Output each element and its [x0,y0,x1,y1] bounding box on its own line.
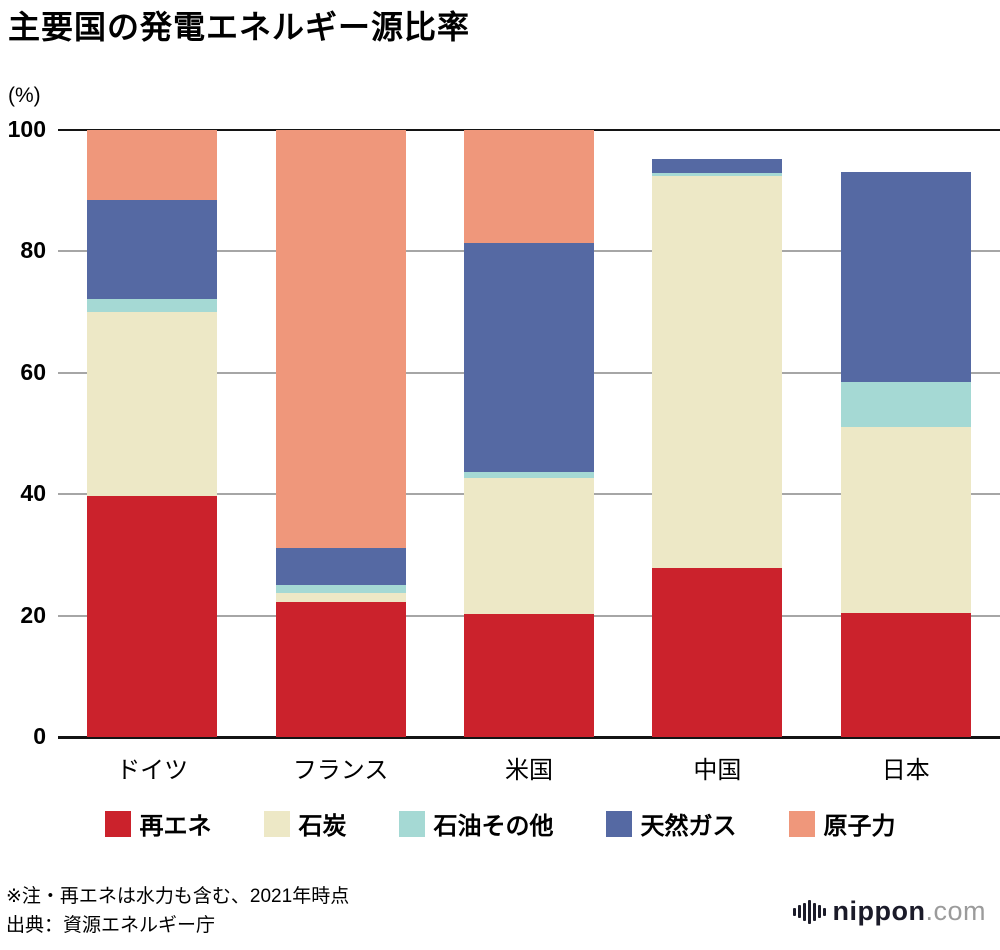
x-tick-label-米国: 米国 [504,757,553,784]
y-tick-label-100: 100 [7,116,46,142]
note-line-2: 出典：資源エネルギー庁 [6,915,216,936]
y-tick-label-40: 40 [20,480,46,507]
legend-item-再エネ: 再エネ [104,806,212,841]
segment-ドイツ-石炭 [87,311,218,497]
segment-ドイツ-原子力 [87,130,218,200]
segment-フランス-再エネ [275,602,406,737]
bar-日本 [840,171,971,737]
segment-日本-再エネ [840,613,971,737]
legend-swatch-icon [788,810,815,837]
segment-米国-天然ガス [464,242,594,472]
legend-swatch-icon [263,810,290,837]
y-tick-label-20: 20 [20,601,46,628]
bar-中国 [652,158,783,737]
x-tick-label-ドイツ: ドイツ [116,757,189,784]
segment-中国-天然ガス [652,158,783,174]
bar-ドイツ [87,130,218,737]
chart-title: 主要国の発電エネルギー源比率 [8,9,471,45]
segment-フランス-天然ガス [275,548,406,586]
y-tick-label-60: 60 [20,358,46,385]
logo-text: nippon.com [833,896,986,927]
segment-米国-石炭 [464,477,594,614]
segment-フランス-原子力 [275,130,406,549]
segment-日本-石油その他 [840,381,971,427]
chart-legend: 再エネ 石炭 石油その他 天然ガス 原子力 [0,806,1000,841]
gridline-100 [58,129,1000,131]
legend-label: 天然ガス [640,813,737,840]
segment-中国-石油その他 [652,173,783,177]
legend-label: 再エネ [139,813,212,840]
legend-label: 石油その他 [433,813,554,840]
segment-ドイツ-石油その他 [87,299,218,312]
legend-swatch-icon [398,810,425,837]
logo-tld: .com [925,896,986,926]
logo-bars-icon [792,897,826,927]
logo-name: nippon [832,896,926,926]
segment-日本-天然ガス [840,171,971,382]
legend-swatch-icon [104,810,131,837]
chart-notes: ※注・再エネは水力も含む、2021年時点 出典：資源エネルギー庁 [6,882,349,940]
x-tick-label-中国: 中国 [693,757,742,784]
nippon-logo: nippon.com [792,896,986,927]
segment-フランス-石油その他 [275,585,406,594]
legend-item-原子力: 原子力 [788,806,896,841]
segment-中国-石炭 [652,176,783,569]
gridline-0 [58,735,1000,739]
segment-米国-石油その他 [464,471,594,478]
x-tick-label-日本: 日本 [881,757,930,784]
segment-中国-再エネ [652,568,783,737]
segment-ドイツ-再エネ [87,496,218,737]
bar-フランス [275,130,406,737]
legend-item-石炭: 石炭 [263,806,347,841]
legend-item-天然ガス: 天然ガス [605,806,737,841]
segment-フランス-石炭 [275,593,406,603]
segment-米国-再エネ [464,613,594,737]
legend-swatch-icon [605,810,632,837]
legend-label: 石炭 [298,813,347,840]
segment-ドイツ-天然ガス [87,199,218,300]
x-tick-label-フランス: フランス [292,757,389,784]
segment-米国-原子力 [464,130,594,243]
y-tick-label-0: 0 [33,723,46,749]
y-axis-unit-label: (%) [8,84,41,107]
legend-item-石油その他: 石油その他 [398,806,554,841]
legend-label: 原子力 [823,813,896,840]
y-tick-label-80: 80 [20,237,46,264]
note-line-1: ※注・再エネは水力も含む、2021年時点 [6,886,350,907]
bar-米国 [464,130,594,737]
segment-日本-石炭 [840,426,971,614]
